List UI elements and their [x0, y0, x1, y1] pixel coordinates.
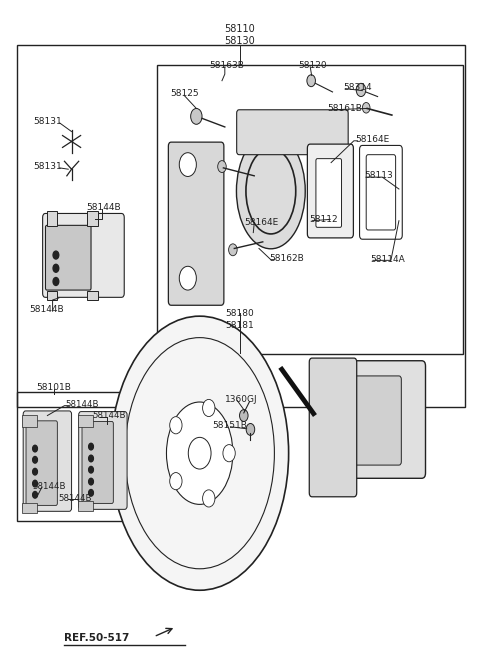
Ellipse shape: [167, 402, 233, 504]
Circle shape: [218, 161, 226, 172]
Text: 58131: 58131: [34, 117, 62, 126]
Circle shape: [89, 444, 94, 450]
Circle shape: [53, 278, 59, 286]
Text: 58112: 58112: [309, 215, 337, 224]
Bar: [22, 503, 37, 513]
Text: 58163B: 58163B: [209, 61, 244, 70]
Text: 58144B: 58144B: [32, 482, 66, 491]
FancyBboxPatch shape: [309, 358, 357, 497]
Text: 58181: 58181: [226, 320, 254, 330]
Circle shape: [179, 153, 196, 176]
Text: 58151B: 58151B: [213, 421, 247, 430]
Circle shape: [188, 438, 211, 469]
Ellipse shape: [111, 316, 288, 590]
Circle shape: [240, 410, 248, 422]
FancyBboxPatch shape: [79, 412, 127, 509]
Circle shape: [89, 478, 94, 485]
Circle shape: [246, 424, 255, 436]
Text: 58164E: 58164E: [244, 218, 278, 226]
FancyBboxPatch shape: [307, 144, 353, 238]
Text: 58120: 58120: [298, 61, 326, 70]
Circle shape: [89, 455, 94, 462]
FancyBboxPatch shape: [311, 361, 425, 478]
Text: 58144B: 58144B: [86, 203, 120, 212]
Text: 1360GJ: 1360GJ: [225, 394, 257, 404]
FancyBboxPatch shape: [168, 142, 224, 305]
Text: 58113: 58113: [364, 171, 393, 180]
Circle shape: [223, 445, 235, 462]
Text: 58162B: 58162B: [269, 254, 304, 263]
Circle shape: [89, 466, 94, 473]
Bar: [157, 65, 463, 354]
FancyBboxPatch shape: [328, 376, 401, 465]
Text: 58314: 58314: [343, 83, 372, 92]
Text: 58101B: 58101B: [36, 383, 71, 392]
Circle shape: [203, 490, 215, 507]
Circle shape: [53, 264, 59, 272]
Circle shape: [170, 417, 182, 434]
Text: 58180: 58180: [226, 308, 254, 318]
Circle shape: [53, 251, 59, 259]
Ellipse shape: [237, 133, 305, 249]
Bar: [87, 212, 97, 226]
Text: 58131: 58131: [34, 162, 62, 171]
Circle shape: [33, 446, 37, 452]
Text: 58114A: 58114A: [371, 254, 405, 264]
FancyBboxPatch shape: [26, 421, 57, 505]
Circle shape: [203, 400, 215, 416]
Circle shape: [228, 244, 237, 256]
FancyBboxPatch shape: [46, 225, 91, 290]
FancyBboxPatch shape: [237, 110, 348, 155]
Text: 58144B: 58144B: [65, 400, 99, 409]
Bar: [87, 291, 97, 300]
Bar: [78, 415, 93, 427]
Circle shape: [33, 492, 37, 498]
Circle shape: [356, 83, 366, 97]
Circle shape: [33, 480, 37, 487]
FancyBboxPatch shape: [23, 411, 72, 511]
Text: 58161B: 58161B: [328, 104, 363, 113]
Circle shape: [179, 266, 196, 290]
Circle shape: [362, 103, 370, 113]
FancyBboxPatch shape: [82, 422, 113, 503]
Bar: [22, 415, 37, 427]
Text: 58125: 58125: [170, 89, 198, 99]
Bar: [17, 392, 167, 521]
Circle shape: [33, 456, 37, 463]
Circle shape: [89, 490, 94, 496]
Circle shape: [307, 75, 315, 87]
Bar: [47, 291, 57, 300]
Text: 58144B: 58144B: [29, 306, 63, 314]
Text: 58144B: 58144B: [59, 494, 92, 503]
FancyBboxPatch shape: [316, 159, 342, 227]
Circle shape: [170, 473, 182, 490]
Text: 58164E: 58164E: [355, 135, 389, 144]
Text: 58130: 58130: [225, 36, 255, 46]
Bar: [17, 45, 466, 407]
Text: 58144B: 58144B: [92, 411, 125, 420]
Bar: [47, 212, 57, 226]
Text: REF.50-517: REF.50-517: [63, 633, 129, 643]
FancyBboxPatch shape: [43, 214, 124, 297]
Circle shape: [191, 109, 202, 125]
Circle shape: [33, 468, 37, 475]
Bar: [78, 501, 93, 511]
Text: 58110: 58110: [225, 24, 255, 34]
